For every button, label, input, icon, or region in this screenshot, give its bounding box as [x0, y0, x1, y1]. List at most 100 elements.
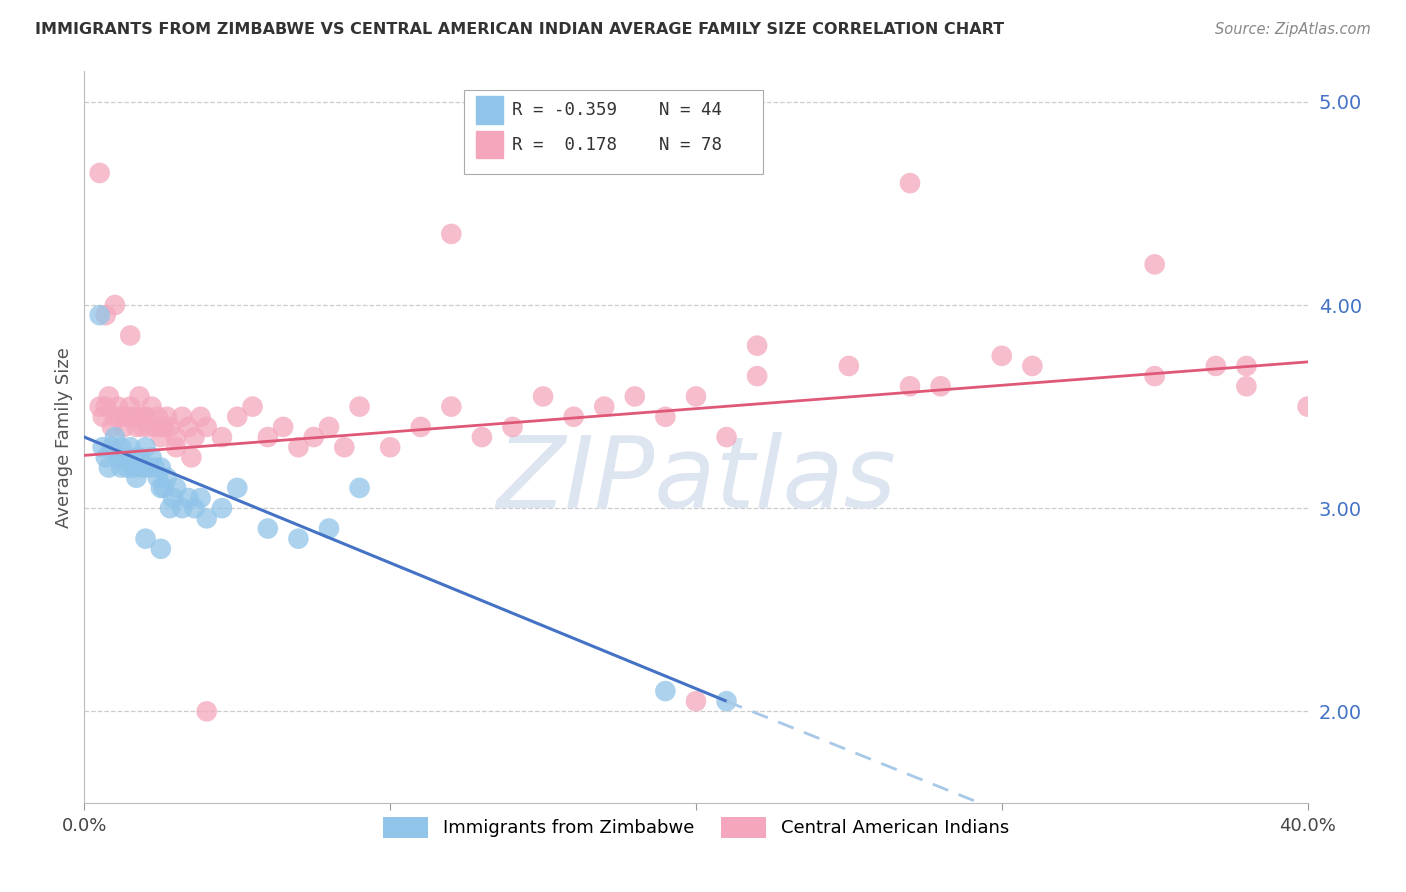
Point [287, 440, 309, 454]
Point [141, 400, 163, 414]
Point [91, 440, 114, 454]
Point [211, 501, 233, 516]
Point [898, 379, 921, 393]
Point [115, 409, 138, 424]
Point [156, 409, 179, 424]
Point [89, 400, 111, 414]
Point [898, 176, 921, 190]
Point [190, 409, 212, 424]
Text: R = -0.359    N = 44: R = -0.359 N = 44 [513, 101, 723, 120]
Point [120, 328, 142, 343]
Point [172, 409, 194, 424]
Point [180, 450, 202, 465]
Point [838, 359, 860, 373]
Point [747, 339, 769, 353]
Point [128, 409, 150, 424]
Point [110, 440, 132, 454]
Point [159, 420, 181, 434]
Point [195, 420, 218, 434]
Point [271, 420, 294, 434]
Point [242, 400, 264, 414]
Point [131, 460, 153, 475]
Point [440, 400, 463, 414]
Point [318, 420, 340, 434]
Point [149, 481, 172, 495]
Point [471, 430, 494, 444]
Point [165, 481, 187, 495]
Point [128, 389, 150, 403]
Point [162, 491, 184, 505]
Point [593, 400, 616, 414]
Point [115, 460, 138, 475]
Text: R =  0.178    N = 78: R = 0.178 N = 78 [513, 136, 723, 153]
Point [104, 430, 127, 444]
Point [138, 460, 160, 475]
Point [302, 430, 325, 444]
Point [349, 400, 371, 414]
Point [97, 389, 120, 403]
Point [349, 481, 371, 495]
Text: ZIPatlas: ZIPatlas [496, 433, 896, 530]
Point [654, 684, 676, 698]
Point [654, 409, 676, 424]
Point [380, 440, 402, 454]
Point [624, 389, 647, 403]
Point [135, 409, 157, 424]
Y-axis label: Average Family Size: Average Family Size [55, 347, 73, 527]
Point [97, 460, 120, 475]
Bar [475, 130, 503, 159]
Point [101, 420, 124, 434]
Bar [475, 96, 503, 124]
Point [101, 440, 124, 454]
Point [94, 450, 117, 465]
Point [125, 420, 148, 434]
Point [107, 450, 129, 465]
Point [190, 491, 212, 505]
FancyBboxPatch shape [464, 90, 763, 174]
Point [112, 420, 135, 434]
Text: IMMIGRANTS FROM ZIMBABWE VS CENTRAL AMERICAN INDIAN AVERAGE FAMILY SIZE CORRELAT: IMMIGRANTS FROM ZIMBABWE VS CENTRAL AMER… [35, 22, 1004, 37]
Point [1236, 359, 1258, 373]
Point [1143, 257, 1166, 271]
Point [1236, 379, 1258, 393]
Point [1296, 400, 1319, 414]
Point [146, 471, 169, 485]
Point [1021, 359, 1043, 373]
Point [120, 440, 142, 454]
Point [531, 389, 554, 403]
Point [149, 541, 172, 556]
Point [131, 420, 153, 434]
Point [153, 481, 176, 495]
Point [1143, 369, 1166, 384]
Point [159, 501, 181, 516]
Point [112, 450, 135, 465]
Point [440, 227, 463, 241]
Point [143, 460, 166, 475]
Point [333, 440, 356, 454]
Point [146, 409, 169, 424]
Point [747, 369, 769, 384]
Point [318, 522, 340, 536]
Point [94, 400, 117, 414]
Point [138, 420, 160, 434]
Point [135, 409, 157, 424]
Point [195, 511, 218, 525]
Point [183, 501, 205, 516]
Point [149, 460, 172, 475]
Point [195, 705, 218, 719]
Point [120, 450, 142, 465]
Point [94, 308, 117, 322]
Point [226, 409, 249, 424]
Point [91, 409, 114, 424]
Point [143, 420, 166, 434]
Point [128, 450, 150, 465]
Point [120, 400, 142, 414]
Point [1205, 359, 1227, 373]
Point [110, 409, 132, 424]
Point [135, 440, 157, 454]
Point [135, 532, 157, 546]
Point [685, 389, 707, 403]
Point [107, 400, 129, 414]
Point [211, 430, 233, 444]
Point [172, 501, 194, 516]
